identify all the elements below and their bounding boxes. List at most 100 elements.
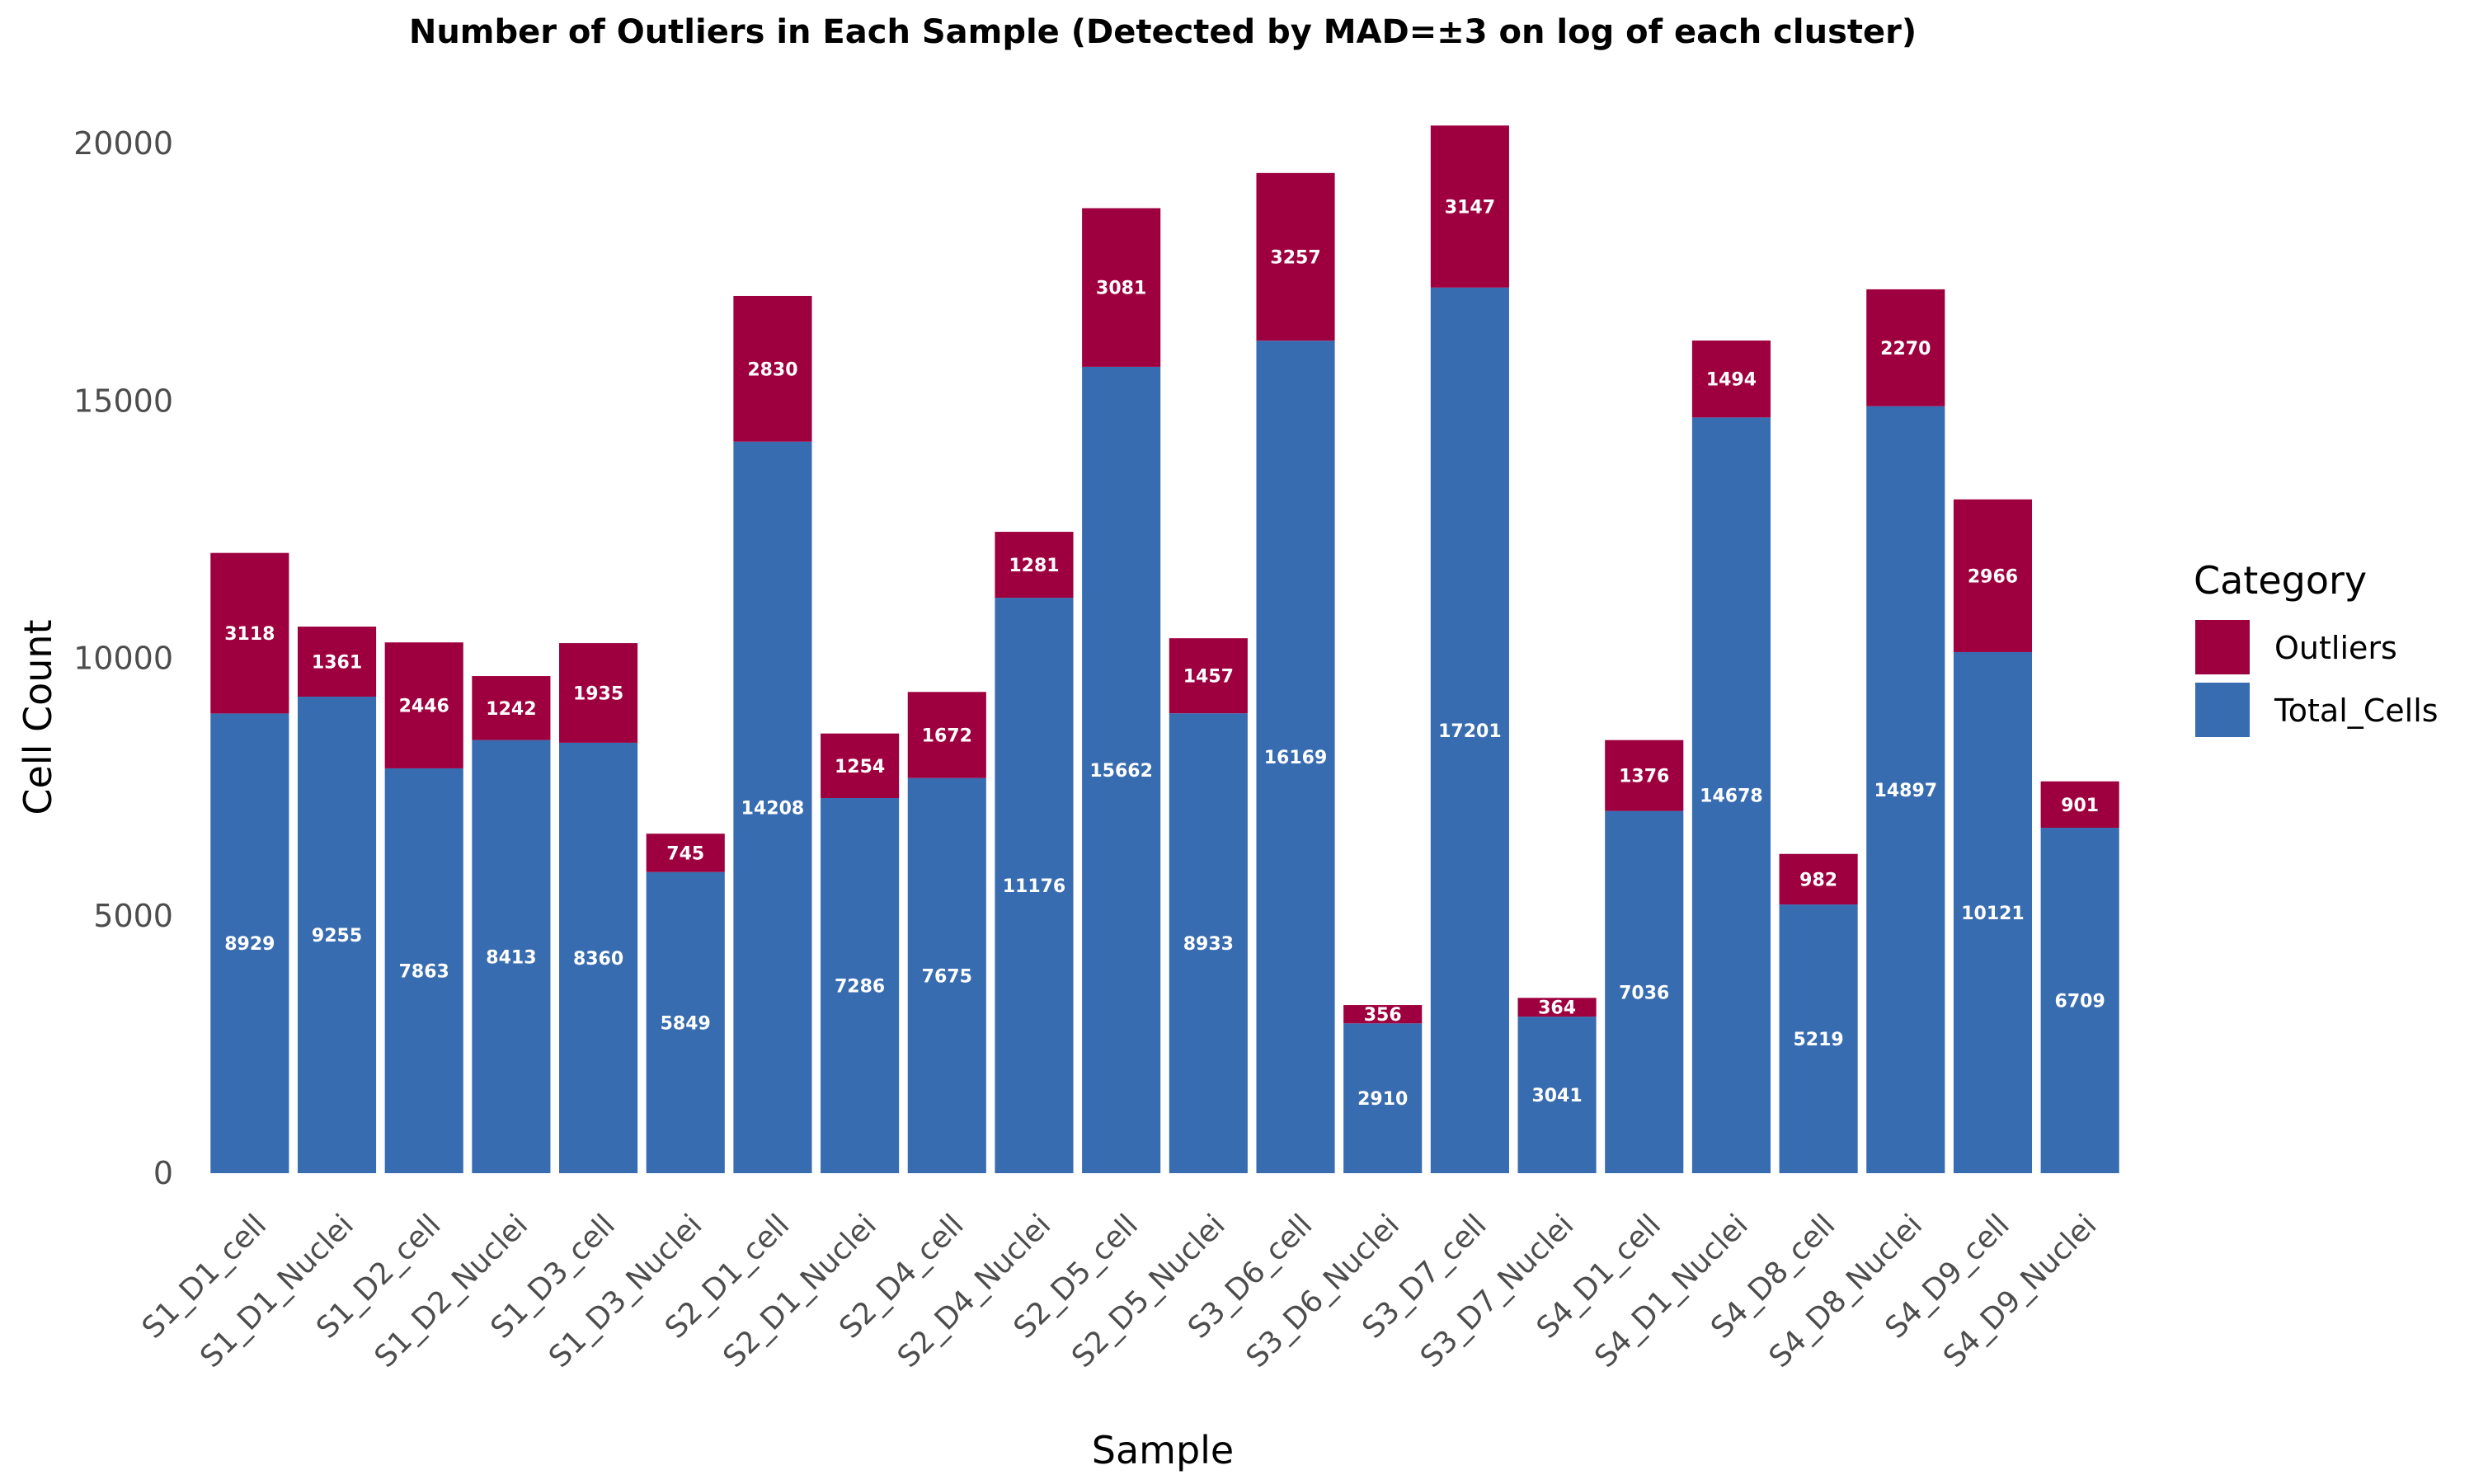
data-label-outliers: 1242 [486,699,536,720]
x-tick-label: S3_D7_Nuclei [1414,1208,1581,1374]
data-label-total-cells: 14678 [1700,787,1763,807]
data-label-outliers: 982 [1799,870,1837,890]
y-tick-label: 20000 [73,125,173,162]
bar-total-cells [1169,713,1248,1173]
x-tick-label: S4_D8_Nuclei [1763,1208,1930,1374]
data-label-outliers: 2446 [399,697,449,717]
bar-outliers [297,627,377,697]
data-label-total-cells: 10121 [1961,904,2025,924]
x-tick-label: S1_D2_Nuclei [369,1208,535,1374]
bar-outliers [1343,1005,1423,1024]
data-label-total-cells: 8360 [573,949,623,970]
bar-outliers [1953,499,2033,652]
x-tick-label: S3_D6_Nuclei [1239,1208,1406,1374]
data-label-outliers: 1457 [1183,667,1234,688]
data-label-total-cells: 11176 [1003,876,1066,897]
bar-outliers [559,643,638,743]
data-label-outliers: 2270 [1880,339,1931,359]
bar-total-cells [2040,828,2119,1173]
data-label-total-cells: 7286 [835,976,885,997]
data-label-outliers: 3147 [1445,198,1495,218]
legend-label: Outliers [2274,630,2397,666]
bar-outliers [1605,740,1684,811]
chart-title: Number of Outliers in Each Sample (Detec… [409,13,1917,51]
bar-outliers [472,676,551,740]
data-label-outliers: 3081 [1096,279,1146,299]
legend: Category Outliers Total_Cells [2194,558,2439,737]
bar-total-cells [1517,1017,1597,1173]
x-axis-title: Sample [1092,1428,1234,1472]
bar-total-cells [559,742,638,1173]
legend-swatch [2195,620,2250,674]
bar-outliers [1866,289,1945,406]
x-tick-label: S2_D1_Nuclei [717,1208,883,1374]
x-axis: S1_D1_cellS1_D1_NucleiS1_D2_cellS1_D2_Nu… [136,1208,2104,1374]
bar-outliers [1691,340,1771,418]
data-label-total-cells: 15662 [1089,761,1153,782]
bar-outliers [1779,853,1858,905]
data-label-total-cells: 2910 [1357,1089,1408,1110]
data-label-total-cells: 7863 [399,961,449,982]
data-label-outliers: 1672 [922,726,972,746]
bar-total-cells [210,713,289,1173]
bar-total-cells [1256,340,1335,1173]
bar-outliers [210,552,289,714]
y-tick-label: 5000 [93,898,173,934]
data-label-outliers: 364 [1538,998,1576,1019]
data-label-total-cells: 5219 [1793,1030,1843,1050]
legend-label: Total_Cells [2274,693,2439,729]
data-label-outliers: 3118 [224,624,275,645]
bar-total-cells [907,777,986,1173]
bar-total-cells [1779,904,1858,1173]
bar-outliers [1517,998,1597,1017]
x-tick-label: S1_D3_Nuclei [543,1208,709,1374]
bar-outliers [384,642,463,768]
bar-outliers [646,834,725,872]
y-tick-label: 15000 [73,383,173,419]
data-label-outliers: 1281 [1009,556,1059,576]
bar-total-cells [1691,417,1771,1173]
bar-total-cells [1430,287,1509,1173]
data-label-total-cells: 8413 [486,947,536,968]
data-label-total-cells: 14208 [741,798,805,819]
bar-total-cells [472,740,551,1173]
data-label-outliers: 1494 [1706,370,1757,391]
data-label-total-cells: 5849 [661,1013,711,1034]
data-label-total-cells: 7036 [1619,983,1669,1003]
data-label-total-cells: 16169 [1264,748,1328,768]
x-tick-label: S4_D9_Nuclei [1937,1208,2104,1374]
bar-total-cells [297,697,377,1173]
data-label-total-cells: 14897 [1874,781,1938,801]
bar-area: 8929 3118 9255 1361 7863 2446 8413 1242 8360 1935… [210,125,2119,1174]
bar-total-cells [384,768,463,1173]
data-label-total-cells: 9255 [312,926,362,946]
bar-outliers [907,692,986,778]
data-label-outliers: 1254 [835,757,885,777]
x-tick-label: S4_D1_Nuclei [1588,1208,1755,1374]
bar-outliers [2040,781,2119,829]
data-label-outliers: 1376 [1619,767,1669,787]
bar-outliers [995,532,1074,599]
data-label-outliers: 1361 [312,653,362,674]
data-label-outliers: 356 [1364,1005,1402,1026]
bar-total-cells [733,441,812,1173]
bar-outliers [1169,638,1248,714]
bar-total-cells [1343,1023,1423,1173]
x-tick-label: S2_D5_Nuclei [1065,1208,1232,1374]
bar-outliers [1430,125,1509,288]
bar-total-cells [1082,366,1161,1174]
y-tick-label: 0 [153,1155,173,1191]
bar-outliers [1082,208,1161,367]
data-label-total-cells: 8929 [224,934,275,955]
y-axis: 0 5000 10000 15000 20000 [73,125,173,1191]
data-label-outliers: 3257 [1270,248,1320,269]
bar-outliers [821,733,900,798]
x-tick-label: S2_D4_Nuclei [891,1208,1058,1374]
data-label-total-cells: 3041 [1531,1086,1582,1106]
data-label-outliers: 745 [666,843,704,864]
data-label-total-cells: 17201 [1438,721,1502,742]
legend-swatch [2195,683,2250,737]
y-tick-label: 10000 [73,641,173,677]
bar-outliers [733,295,812,442]
